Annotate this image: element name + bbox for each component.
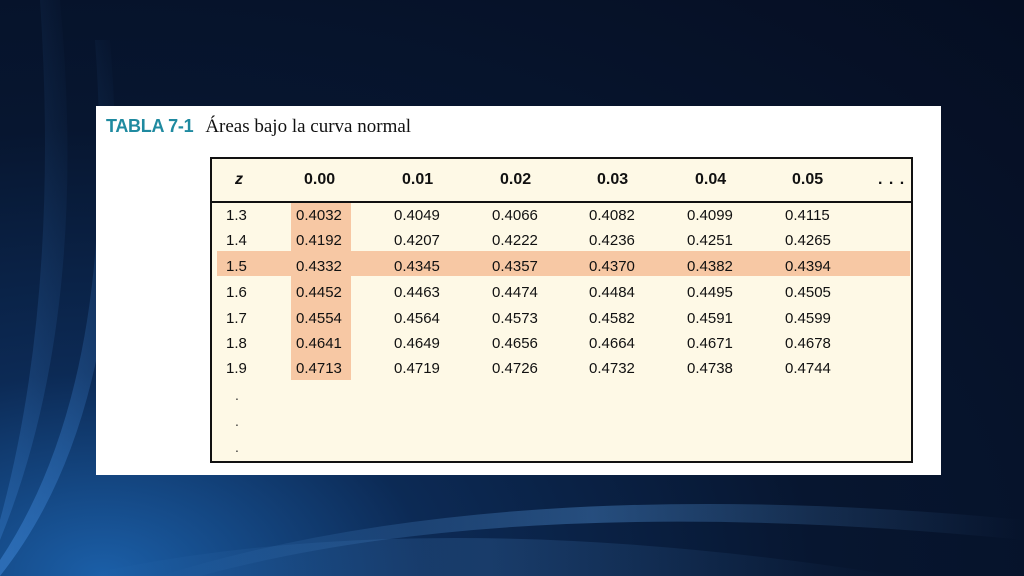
table-cell: 0.4207 — [394, 232, 440, 249]
table-header-row: z 0.00 0.01 0.02 0.03 0.04 0.05 . . . — [212, 159, 911, 203]
continuation-dot: . — [235, 387, 239, 403]
z-value-cell: 1.5 — [226, 258, 247, 275]
table-cell: 0.4649 — [394, 335, 440, 352]
table-cell: 0.4582 — [589, 310, 635, 327]
header-col-004: 0.04 — [695, 171, 727, 188]
table-cell: 0.4066 — [492, 207, 538, 224]
header-col-003: 0.03 — [597, 171, 629, 188]
header-z: z — [235, 171, 243, 188]
table-cell: 0.4738 — [687, 360, 733, 377]
table-cell: 0.4115 — [785, 207, 830, 224]
table-cell: 0.4671 — [687, 335, 733, 352]
table-cell: 0.4719 — [394, 360, 440, 377]
table-cell: 0.4049 — [394, 207, 440, 224]
table-cell: 0.4474 — [492, 284, 538, 301]
header-col-005: 0.05 — [792, 171, 824, 188]
table-cell: 0.4236 — [589, 232, 635, 249]
table-cell: 0.4382 — [687, 258, 733, 275]
table-cell: 0.4599 — [785, 310, 831, 327]
table-cell: 0.4357 — [492, 258, 538, 275]
z-value-cell: 1.9 — [226, 360, 247, 377]
table-cell: 0.4726 — [492, 360, 538, 377]
table-cell: 0.4332 — [296, 258, 342, 275]
z-value-cell: 1.4 — [226, 232, 247, 249]
z-value-cell: 1.8 — [226, 335, 247, 352]
table-cell: 0.4394 — [785, 258, 831, 275]
header-col-002: 0.02 — [500, 171, 532, 188]
table-cell: 0.4452 — [296, 284, 342, 301]
table-cell: 0.4554 — [296, 310, 342, 327]
table-cell: 0.4573 — [492, 310, 538, 327]
table-cell: 0.4505 — [785, 284, 831, 301]
table-cell: 0.4678 — [785, 335, 831, 352]
header-col-000: 0.00 — [304, 171, 336, 188]
table-cell: 0.4656 — [492, 335, 538, 352]
table-cell: 0.4463 — [394, 284, 440, 301]
table-cell: 0.4591 — [687, 310, 733, 327]
table-cell: 0.4641 — [296, 335, 342, 352]
continuation-dot: . — [235, 439, 239, 455]
table-cell: 0.4495 — [687, 284, 733, 301]
header-col-001: 0.01 — [402, 171, 434, 188]
table-title-text: Áreas bajo la curva normal — [205, 116, 412, 137]
highlight-row — [217, 251, 910, 276]
slide-panel: TABLA 7-1 Áreas bajo la curva normal z 0… — [96, 106, 941, 475]
table-cell: 0.4265 — [785, 232, 831, 249]
table-cell: 0.4664 — [589, 335, 635, 352]
normal-distribution-table: z 0.00 0.01 0.02 0.03 0.04 0.05 . . . 1.… — [210, 157, 913, 463]
highlight-column — [291, 202, 351, 380]
table-cell: 0.4370 — [589, 258, 635, 275]
z-value-cell: 1.7 — [226, 310, 247, 327]
table-title: TABLA 7-1 Áreas bajo la curva normal — [106, 116, 411, 138]
table-cell: 0.4345 — [394, 258, 440, 275]
table-cell: 0.4713 — [296, 360, 342, 377]
table-cell: 0.4099 — [687, 207, 733, 224]
table-cell: 0.4744 — [785, 360, 831, 377]
table-cell: 0.4251 — [687, 232, 733, 249]
table-number-label: TABLA 7-1 — [106, 116, 194, 136]
z-value-cell: 1.6 — [226, 284, 247, 301]
table-cell: 0.4732 — [589, 360, 635, 377]
table-cell: 0.4192 — [296, 232, 342, 249]
continuation-dot: . — [235, 413, 239, 429]
table-cell: 0.4082 — [589, 207, 635, 224]
header-ellipsis: . . . — [878, 171, 906, 188]
table-cell: 0.4032 — [296, 207, 342, 224]
z-value-cell: 1.3 — [226, 207, 247, 224]
table-cell: 0.4484 — [589, 284, 635, 301]
table-cell: 0.4222 — [492, 232, 538, 249]
table-cell: 0.4564 — [394, 310, 440, 327]
